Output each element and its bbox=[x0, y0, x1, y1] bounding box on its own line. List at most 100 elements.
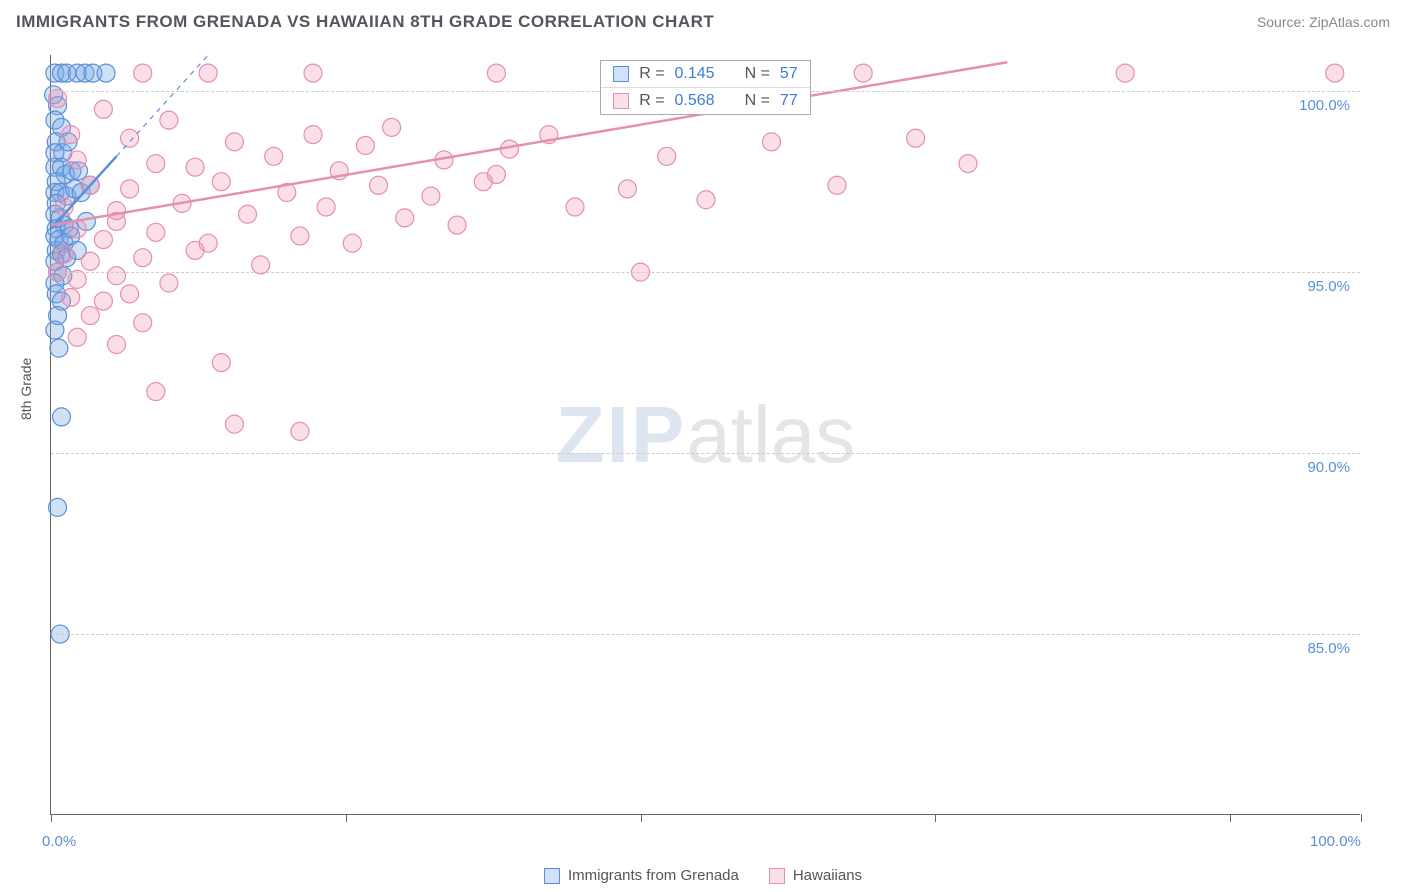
scatter-point bbox=[396, 209, 414, 227]
scatter-point bbox=[46, 321, 64, 339]
trend-line-extrapolated bbox=[117, 55, 209, 156]
scatter-point bbox=[1326, 64, 1344, 82]
scatter-point bbox=[566, 198, 584, 216]
plot-area: ZIPatlas bbox=[50, 55, 1360, 815]
scatter-point bbox=[658, 147, 676, 165]
gridline-h bbox=[51, 634, 1360, 635]
scatter-point bbox=[225, 415, 243, 433]
legend-item-grenada: Immigrants from Grenada bbox=[544, 867, 739, 884]
scatter-point bbox=[291, 422, 309, 440]
stat-r-value: 0.568 bbox=[675, 92, 715, 110]
scatter-point bbox=[370, 176, 388, 194]
scatter-point bbox=[212, 173, 230, 191]
stat-n-label: N = bbox=[745, 65, 770, 83]
scatter-point bbox=[828, 176, 846, 194]
y-axis-label: 8th Grade bbox=[18, 358, 34, 420]
source-name: ZipAtlas.com bbox=[1309, 14, 1390, 30]
legend-item-hawaiians: Hawaiians bbox=[769, 867, 862, 884]
stat-r-label: R = bbox=[639, 92, 664, 110]
scatter-point bbox=[291, 227, 309, 245]
scatter-point bbox=[55, 245, 73, 263]
scatter-point bbox=[160, 111, 178, 129]
scatter-point bbox=[62, 126, 80, 144]
stat-r-value: 0.145 bbox=[675, 65, 715, 83]
scatter-point bbox=[52, 408, 70, 426]
scatter-point bbox=[81, 307, 99, 325]
scatter-point bbox=[487, 64, 505, 82]
scatter-point bbox=[448, 216, 466, 234]
scatter-point bbox=[697, 191, 715, 209]
chart-title: IMMIGRANTS FROM GRENADA VS HAWAIIAN 8TH … bbox=[16, 12, 714, 32]
scatter-point bbox=[94, 231, 112, 249]
stats-row: R = 0.145 N = 57 bbox=[601, 61, 810, 88]
scatter-point bbox=[383, 118, 401, 136]
scatter-point bbox=[304, 64, 322, 82]
scatter-point bbox=[108, 267, 126, 285]
scatter-point bbox=[763, 133, 781, 151]
legend-label-hawaiians: Hawaiians bbox=[793, 867, 862, 884]
scatter-point bbox=[134, 314, 152, 332]
y-tick-label: 95.0% bbox=[1280, 278, 1350, 295]
scatter-point bbox=[618, 180, 636, 198]
y-tick-label: 100.0% bbox=[1280, 97, 1350, 114]
y-tick-label: 85.0% bbox=[1280, 640, 1350, 657]
stats-box: R = 0.145 N = 57 R = 0.568 N = 77 bbox=[600, 60, 811, 115]
scatter-point bbox=[147, 223, 165, 241]
scatter-point bbox=[1116, 64, 1134, 82]
x-tick-label: 100.0% bbox=[1310, 833, 1361, 850]
source-attribution: Source: ZipAtlas.com bbox=[1257, 14, 1390, 30]
scatter-point bbox=[94, 100, 112, 118]
scatter-point bbox=[212, 354, 230, 372]
scatter-point bbox=[474, 173, 492, 191]
legend-swatch-grenada bbox=[544, 868, 560, 884]
x-tick bbox=[1230, 814, 1231, 822]
stat-r-label: R = bbox=[639, 65, 664, 83]
x-tick bbox=[51, 814, 52, 822]
stat-n-value: 57 bbox=[780, 65, 798, 83]
chart-svg bbox=[51, 55, 1360, 814]
scatter-point bbox=[94, 292, 112, 310]
stat-n-label: N = bbox=[745, 92, 770, 110]
scatter-point bbox=[108, 336, 126, 354]
stats-swatch bbox=[613, 93, 629, 109]
scatter-point bbox=[343, 234, 361, 252]
scatter-point bbox=[50, 339, 68, 357]
scatter-point bbox=[147, 155, 165, 173]
x-tick bbox=[641, 814, 642, 822]
scatter-point bbox=[68, 328, 86, 346]
scatter-point bbox=[265, 147, 283, 165]
x-tick bbox=[935, 814, 936, 822]
scatter-point bbox=[147, 383, 165, 401]
legend-bottom: Immigrants from Grenada Hawaiians bbox=[0, 867, 1406, 884]
trend-line bbox=[51, 62, 1007, 225]
scatter-point bbox=[317, 198, 335, 216]
scatter-point bbox=[49, 498, 67, 516]
stat-n-value: 77 bbox=[780, 92, 798, 110]
y-tick-label: 90.0% bbox=[1280, 459, 1350, 476]
scatter-point bbox=[239, 205, 257, 223]
gridline-h bbox=[51, 272, 1360, 273]
source-prefix: Source: bbox=[1257, 14, 1309, 30]
gridline-h bbox=[51, 453, 1360, 454]
scatter-point bbox=[121, 285, 139, 303]
scatter-point bbox=[121, 180, 139, 198]
scatter-point bbox=[186, 241, 204, 259]
scatter-point bbox=[160, 274, 178, 292]
x-tick bbox=[1361, 814, 1362, 822]
stats-row: R = 0.568 N = 77 bbox=[601, 88, 810, 114]
scatter-point bbox=[959, 155, 977, 173]
scatter-point bbox=[186, 158, 204, 176]
scatter-point bbox=[134, 64, 152, 82]
x-tick bbox=[346, 814, 347, 822]
stats-swatch bbox=[613, 66, 629, 82]
legend-label-grenada: Immigrants from Grenada bbox=[568, 867, 739, 884]
x-tick-label: 0.0% bbox=[42, 833, 76, 850]
scatter-point bbox=[68, 151, 86, 169]
legend-swatch-hawaiians bbox=[769, 868, 785, 884]
scatter-point bbox=[356, 136, 374, 154]
chart-header: IMMIGRANTS FROM GRENADA VS HAWAIIAN 8TH … bbox=[0, 0, 1406, 44]
scatter-point bbox=[422, 187, 440, 205]
scatter-point bbox=[907, 129, 925, 147]
scatter-point bbox=[854, 64, 872, 82]
scatter-point bbox=[97, 64, 115, 82]
